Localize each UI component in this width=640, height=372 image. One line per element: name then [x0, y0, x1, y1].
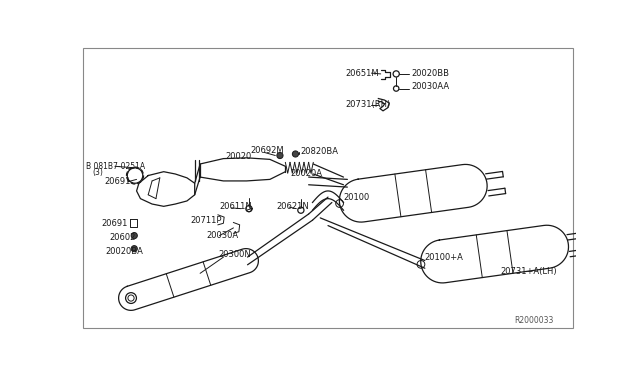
Text: 20692M: 20692M [250, 147, 284, 155]
Text: 20020BA: 20020BA [106, 247, 143, 256]
Text: 20020: 20020 [225, 152, 251, 161]
Text: 20030AA: 20030AA [411, 82, 449, 91]
Text: 20820BA: 20820BA [300, 147, 338, 156]
Circle shape [131, 246, 138, 252]
Circle shape [292, 151, 298, 157]
Text: 20020BB: 20020BB [411, 70, 449, 78]
Text: 20731+A(LH): 20731+A(LH) [500, 267, 557, 276]
Text: 20030A: 20030A [206, 231, 239, 240]
Text: 20621N: 20621N [277, 202, 310, 211]
Circle shape [131, 232, 138, 239]
Text: 20711P: 20711P [191, 216, 222, 225]
Text: R2000033: R2000033 [514, 316, 554, 325]
Text: 20731(RH): 20731(RH) [345, 100, 390, 109]
Text: 20100+A: 20100+A [425, 253, 464, 262]
Text: B 081B7-0251A: B 081B7-0251A [86, 162, 145, 171]
Text: (3): (3) [92, 168, 103, 177]
Text: 20611N: 20611N [220, 202, 252, 211]
Text: 20100: 20100 [344, 193, 370, 202]
Text: 20691: 20691 [102, 219, 128, 228]
Circle shape [277, 153, 283, 158]
Text: 20602: 20602 [109, 232, 136, 242]
Text: 20651M: 20651M [345, 68, 379, 78]
Text: 20691: 20691 [105, 177, 131, 186]
Text: 20300N: 20300N [218, 250, 251, 259]
Text: 20020A: 20020A [291, 170, 323, 179]
